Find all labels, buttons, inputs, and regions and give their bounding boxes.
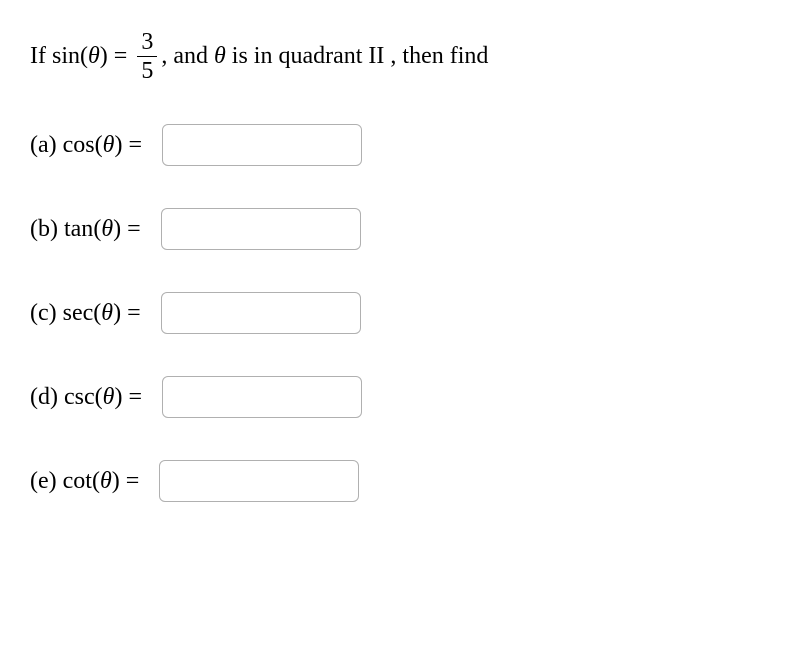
part-func: cos [63, 132, 95, 159]
denominator: 5 [137, 57, 157, 83]
cot-input[interactable] [159, 460, 359, 502]
part-letter: (a) [30, 132, 57, 159]
problem-text: If sin( θ ) = 3 5 , and θ is in quadrant… [30, 30, 488, 83]
part-letter: (b) [30, 216, 58, 243]
part-b-label: (b) tan (θ) = [30, 216, 147, 243]
part-e-row: (e) cot (θ) = [30, 457, 770, 505]
part-d-row: (d) csc (θ) = [30, 373, 770, 421]
tan-input[interactable] [161, 208, 361, 250]
part-b-row: (b) tan (θ) = [30, 205, 770, 253]
sec-input[interactable] [161, 292, 361, 334]
part-theta: θ [100, 468, 112, 495]
part-a-label: (a) cos (θ) = [30, 132, 148, 159]
part-c-row: (c) sec (θ) = [30, 289, 770, 337]
part-letter: (d) [30, 384, 58, 411]
suffix: is in quadrant II , then find [226, 43, 489, 70]
sin-right: ) [100, 43, 108, 70]
theta2: θ [214, 43, 226, 70]
part-c-label: (c) sec (θ) = [30, 300, 147, 327]
part-func: sec [63, 300, 94, 327]
part-theta: θ [103, 132, 115, 159]
part-theta: θ [103, 384, 115, 411]
part-func: csc [64, 384, 95, 411]
problem-statement: If sin( θ ) = 3 5 , and θ is in quadrant… [30, 30, 770, 83]
equals: = [108, 43, 134, 70]
part-func: tan [64, 216, 93, 243]
cos-input[interactable] [162, 124, 362, 166]
part-theta: θ [101, 216, 113, 243]
part-letter: (e) [30, 468, 57, 495]
part-theta: θ [101, 300, 113, 327]
sin-left: sin( [52, 43, 88, 70]
part-e-label: (e) cot (θ) = [30, 468, 145, 495]
middle: , and [161, 43, 214, 70]
part-d-label: (d) csc (θ) = [30, 384, 148, 411]
part-a-row: (a) cos (θ) = [30, 121, 770, 169]
theta: θ [88, 43, 100, 70]
part-func: cot [63, 468, 92, 495]
csc-input[interactable] [162, 376, 362, 418]
prefix: If [30, 43, 52, 70]
numerator: 3 [137, 30, 157, 57]
fraction: 3 5 [137, 30, 157, 83]
part-letter: (c) [30, 300, 57, 327]
